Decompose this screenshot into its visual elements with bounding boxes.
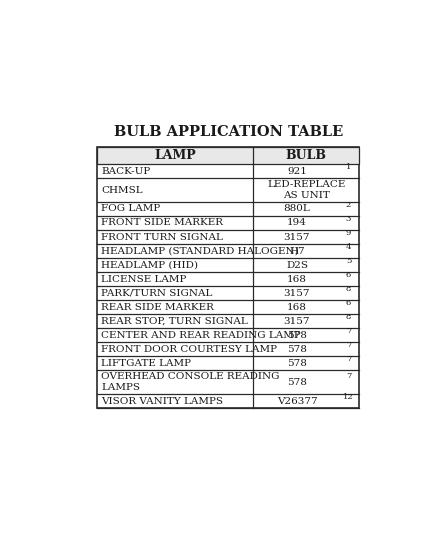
Text: 880L: 880L [284, 205, 311, 213]
Text: 8: 8 [346, 313, 351, 321]
Text: 6: 6 [346, 299, 351, 307]
Text: 2: 2 [346, 201, 351, 209]
Text: 6: 6 [346, 271, 351, 279]
Text: LICENSE LAMP: LICENSE LAMP [101, 274, 187, 284]
Text: V26377: V26377 [277, 397, 317, 406]
Text: FOG LAMP: FOG LAMP [101, 205, 160, 213]
Text: 7: 7 [346, 327, 351, 335]
Text: REAR SIDE MARKER: REAR SIDE MARKER [101, 303, 214, 312]
Text: LED-REPLACE
AS UNIT: LED-REPLACE AS UNIT [267, 180, 346, 200]
Text: 194: 194 [287, 219, 307, 228]
Text: FRONT DOOR COURTESY LAMP: FRONT DOOR COURTESY LAMP [101, 345, 277, 354]
Text: VISOR VANITY LAMPS: VISOR VANITY LAMPS [101, 397, 223, 406]
Text: 578: 578 [287, 330, 307, 340]
Text: HEADLAMP (STANDARD HALOGEN): HEADLAMP (STANDARD HALOGEN) [101, 247, 299, 255]
Text: REAR STOP, TURN SIGNAL: REAR STOP, TURN SIGNAL [101, 317, 248, 326]
Text: BULB APPLICATION TABLE: BULB APPLICATION TABLE [114, 125, 343, 139]
Text: CHMSL: CHMSL [101, 185, 143, 195]
Text: HEADLAMP (HID): HEADLAMP (HID) [101, 261, 198, 270]
Text: BACK-UP: BACK-UP [101, 167, 151, 175]
Text: 9: 9 [346, 229, 351, 237]
Text: 168: 168 [287, 303, 307, 312]
Text: PARK/TURN SIGNAL: PARK/TURN SIGNAL [101, 288, 212, 297]
Text: FRONT TURN SIGNAL: FRONT TURN SIGNAL [101, 232, 223, 241]
Text: 4: 4 [346, 243, 351, 251]
Text: 8: 8 [346, 285, 351, 293]
Text: 168: 168 [287, 274, 307, 284]
Text: 578: 578 [287, 345, 307, 354]
Text: 3157: 3157 [284, 232, 310, 241]
Text: 578: 578 [287, 378, 307, 387]
Text: 12: 12 [343, 393, 354, 401]
Text: OVERHEAD CONSOLE READING
LAMPS: OVERHEAD CONSOLE READING LAMPS [101, 372, 280, 392]
Text: 578: 578 [287, 359, 307, 368]
Text: 7: 7 [346, 372, 351, 379]
Text: 3: 3 [346, 215, 351, 223]
Text: CENTER AND REAR READING LAMP: CENTER AND REAR READING LAMP [101, 330, 301, 340]
Text: 1: 1 [346, 163, 351, 171]
Text: LIFTGATE LAMP: LIFTGATE LAMP [101, 359, 191, 368]
Text: LAMP: LAMP [155, 149, 196, 162]
Text: D2S: D2S [286, 261, 308, 270]
Text: FRONT SIDE MARKER: FRONT SIDE MARKER [101, 219, 223, 228]
Text: 7: 7 [346, 356, 351, 364]
Text: 7: 7 [346, 341, 351, 349]
Text: 3157: 3157 [284, 288, 310, 297]
Text: 5: 5 [346, 257, 351, 265]
Text: H7: H7 [289, 247, 305, 255]
Text: 3157: 3157 [284, 317, 310, 326]
Bar [97, 147, 359, 164]
Text: BULB: BULB [286, 149, 327, 162]
Text: 921: 921 [287, 167, 307, 175]
